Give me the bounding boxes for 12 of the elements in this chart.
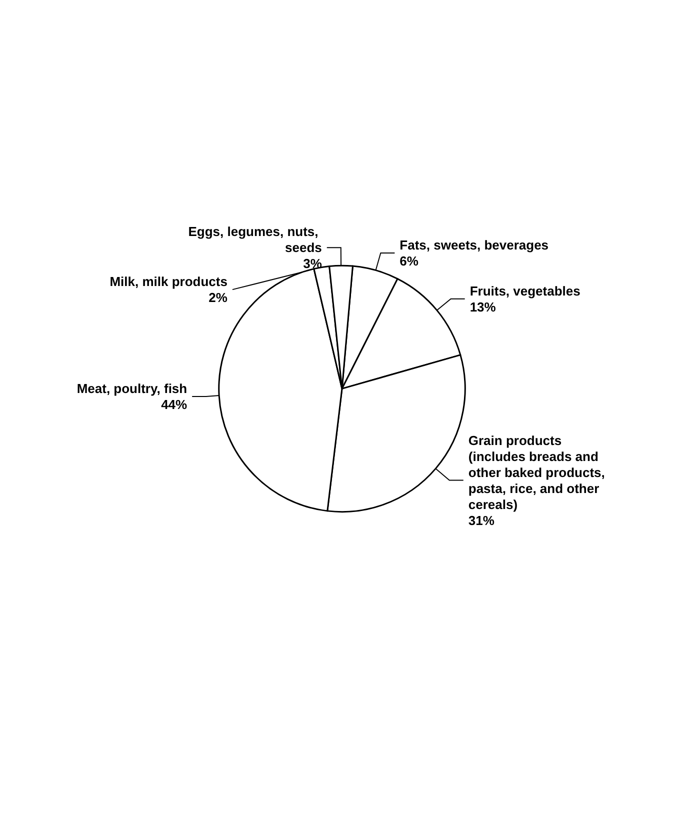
data-label: 6%: [400, 253, 419, 268]
slice-label: Grain products (includes breads and other baked products, pasta, rice, and other cereals): [468, 432, 609, 512]
slice-label: Milk, milk products: [110, 274, 228, 290]
data-label: 13%: [470, 299, 496, 314]
data-label: 3%: [303, 256, 322, 272]
slice-label: Fats, sweets, beverages: [400, 237, 549, 252]
data-label: 2%: [208, 290, 228, 306]
data-label: 31%: [468, 512, 495, 528]
slice-label: Eggs, legumes, nuts, seeds: [188, 224, 322, 256]
slice-label: Meat, poultry, fish: [76, 381, 188, 396]
slice-label: Fruits, vegetables: [470, 283, 580, 298]
data-label: 44%: [161, 397, 188, 412]
